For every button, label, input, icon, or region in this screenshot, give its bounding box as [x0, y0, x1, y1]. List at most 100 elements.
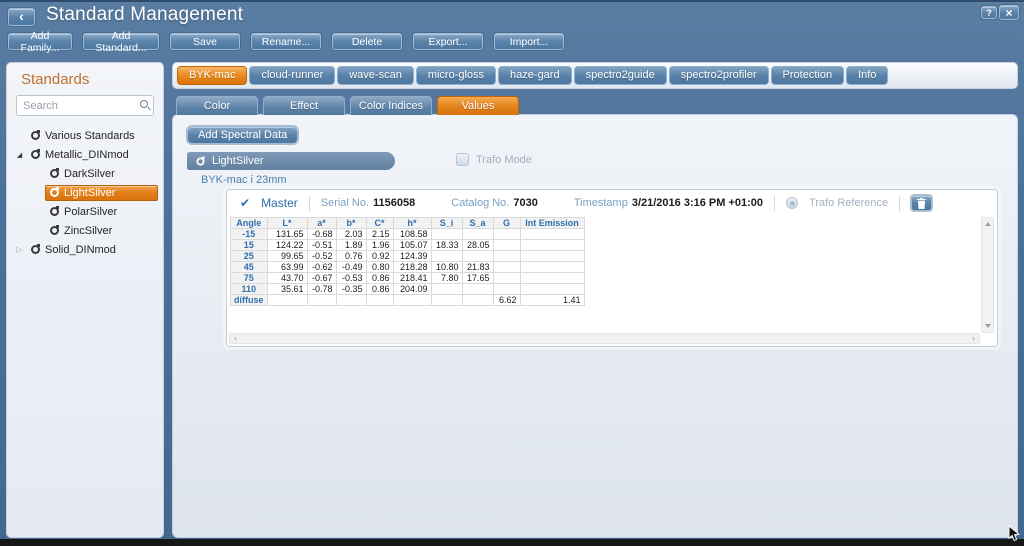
- table-row: 15 124.22 -0.51 1.89 1.96 105.07 18.33 28.05: [230, 239, 585, 251]
- trafo-reference-label: Trafo Reference: [809, 197, 889, 209]
- help-icon: ?: [986, 7, 992, 18]
- trash-icon: [917, 197, 927, 209]
- page-title: Standard Management: [46, 4, 244, 25]
- measurement-card: ✔ Master Serial No. 1156058 Catalog No. 70…: [226, 189, 998, 347]
- save-button[interactable]: Save: [170, 33, 240, 50]
- search-icon[interactable]: [140, 100, 148, 108]
- export-button[interactable]: Export...: [413, 33, 483, 50]
- tab-wave-scan[interactable]: wave-scan: [337, 66, 414, 85]
- tree-item-solid-dinmod[interactable]: ▷ Solid_DINmod: [7, 240, 163, 259]
- tab-info[interactable]: Info: [846, 66, 889, 85]
- table-row: 45 63.99 -0.62 -0.49 0.80 218.28 10.80 21.83: [230, 261, 585, 273]
- back-button[interactable]: ‹: [8, 8, 35, 26]
- tree-item-polarsilver[interactable]: PolarSilver: [7, 202, 163, 221]
- standard-name-label: LightSilver: [212, 155, 264, 167]
- standard-icon: [31, 130, 40, 140]
- add-spectral-data-button[interactable]: Add Spectral Data: [187, 126, 299, 144]
- add-standard-button[interactable]: Add Standard...: [83, 30, 159, 54]
- standard-icon: [31, 244, 40, 254]
- selected-tree-item[interactable]: LightSilver: [45, 184, 158, 201]
- tab-color[interactable]: Color: [176, 96, 258, 115]
- horizontal-scrollbar[interactable]: ‹ ›: [229, 333, 980, 344]
- tab-color-indices[interactable]: Color Indices: [350, 96, 432, 115]
- tab-byk-mac[interactable]: BYK-mac: [177, 66, 248, 85]
- titlebar: ‹ Standard Management ? ×: [0, 2, 1024, 30]
- divider: [899, 195, 901, 211]
- device-label: BYK-mac i 23mm: [201, 174, 287, 186]
- scroll-left-icon[interactable]: ‹: [234, 333, 237, 343]
- tree-item-label: DarkSilver: [64, 167, 115, 180]
- tab-values[interactable]: Values: [437, 96, 519, 115]
- standard-icon: [31, 149, 40, 159]
- tab-protection[interactable]: Protection: [770, 66, 845, 85]
- standard-name-header: LightSilver: [187, 152, 395, 170]
- table-header-row: Angle L* a* b* C* h* S_i S_a G Int Emiss…: [230, 217, 585, 229]
- standard-icon: [50, 187, 59, 197]
- tab-cloud-runner[interactable]: cloud-runner: [249, 66, 336, 85]
- tab-micro-gloss[interactable]: micro-gloss: [415, 66, 497, 85]
- values-panel: Add Spectral Data LightSilver Trafo Mode…: [172, 114, 1018, 538]
- tree-collapsed-icon[interactable]: ▷: [16, 245, 23, 254]
- import-button[interactable]: Import...: [494, 33, 564, 50]
- tree-item-various-standards[interactable]: Various Standards: [7, 126, 163, 145]
- divider: [774, 195, 776, 211]
- tree-item-zincsilver[interactable]: ZincSilver: [7, 221, 163, 240]
- delete-button[interactable]: Delete: [332, 33, 402, 50]
- tree-item-label: ZincSilver: [64, 224, 113, 237]
- master-check-icon: ✔: [240, 196, 251, 210]
- col-angle: Angle: [230, 217, 268, 229]
- search-input[interactable]: [16, 95, 154, 116]
- scroll-down-icon[interactable]: [985, 324, 991, 328]
- view-tabs: Color Effect Color Indices Values: [176, 96, 519, 115]
- help-button[interactable]: ?: [981, 6, 997, 19]
- tab-haze-gard[interactable]: haze-gard: [498, 66, 572, 85]
- col-int-emission: Int Emission: [519, 217, 585, 229]
- col-a: a*: [306, 217, 337, 229]
- tab-effect[interactable]: Effect: [263, 96, 345, 115]
- rename-button[interactable]: Rename...: [251, 33, 321, 50]
- vertical-scrollbar[interactable]: [981, 217, 994, 333]
- col-si: S_i: [430, 217, 463, 229]
- standard-icon: [50, 206, 59, 216]
- close-button[interactable]: ×: [999, 5, 1019, 20]
- timestamp-label: Timestamp: [573, 197, 628, 209]
- standard-icon: [50, 225, 59, 235]
- tree-item-metallic-dinmod[interactable]: ◢ Metallic_DINmod: [7, 145, 163, 164]
- standard-icon: [50, 168, 59, 178]
- tree-item-label: PolarSilver: [64, 205, 118, 218]
- tree-item-darksilver[interactable]: DarkSilver: [7, 164, 163, 183]
- back-icon: ‹: [19, 8, 24, 24]
- standard-icon: [196, 156, 205, 166]
- col-g: G: [492, 217, 521, 229]
- col-l: L*: [266, 217, 308, 229]
- add-family-button[interactable]: Add Family...: [8, 30, 72, 54]
- scroll-right-icon[interactable]: ›: [972, 333, 975, 343]
- tab-spectro2profiler[interactable]: spectro2profiler: [668, 66, 769, 85]
- table-row: 110 35.61 -0.78 -0.35 0.86 204.09: [230, 283, 585, 295]
- mouse-cursor: [1008, 526, 1021, 542]
- tree-item-lightsilver[interactable]: LightSilver: [7, 183, 163, 202]
- master-label: Master: [261, 196, 298, 210]
- catalog-value: 7030: [513, 197, 538, 209]
- col-sa: S_a: [461, 217, 494, 229]
- device-tabstrip: BYK-mac cloud-runner wave-scan micro-glo…: [172, 62, 1018, 89]
- tree-item-label: Metallic_DINmod: [45, 148, 129, 161]
- timestamp-value: 3/21/2016 3:16 PM +01:00: [631, 197, 764, 209]
- col-h: h*: [392, 217, 432, 229]
- tree-item-label: Various Standards: [45, 129, 135, 142]
- sidebar-title: Standards: [21, 71, 90, 88]
- trafo-reference-radio[interactable]: [786, 197, 799, 209]
- serial-value: 1156058: [373, 197, 416, 209]
- col-b: b*: [335, 217, 367, 229]
- scroll-up-icon[interactable]: [985, 222, 991, 226]
- trafo-mode-checkbox[interactable]: [456, 153, 469, 166]
- search-box: [16, 95, 154, 116]
- close-icon: ×: [1005, 5, 1013, 20]
- standards-tree: Various Standards ◢ Metallic_DINmod Dark…: [7, 126, 163, 259]
- tree-expanded-icon[interactable]: ◢: [16, 151, 23, 159]
- delete-measurement-button[interactable]: [911, 195, 933, 211]
- table-row: diffuse 6.62 1.41: [230, 294, 585, 306]
- tree-item-label: Solid_DINmod: [45, 243, 116, 256]
- tab-spectro2guide[interactable]: spectro2guide: [573, 66, 667, 85]
- toolbar: Add Family... Add Standard... Save Renam…: [8, 30, 564, 54]
